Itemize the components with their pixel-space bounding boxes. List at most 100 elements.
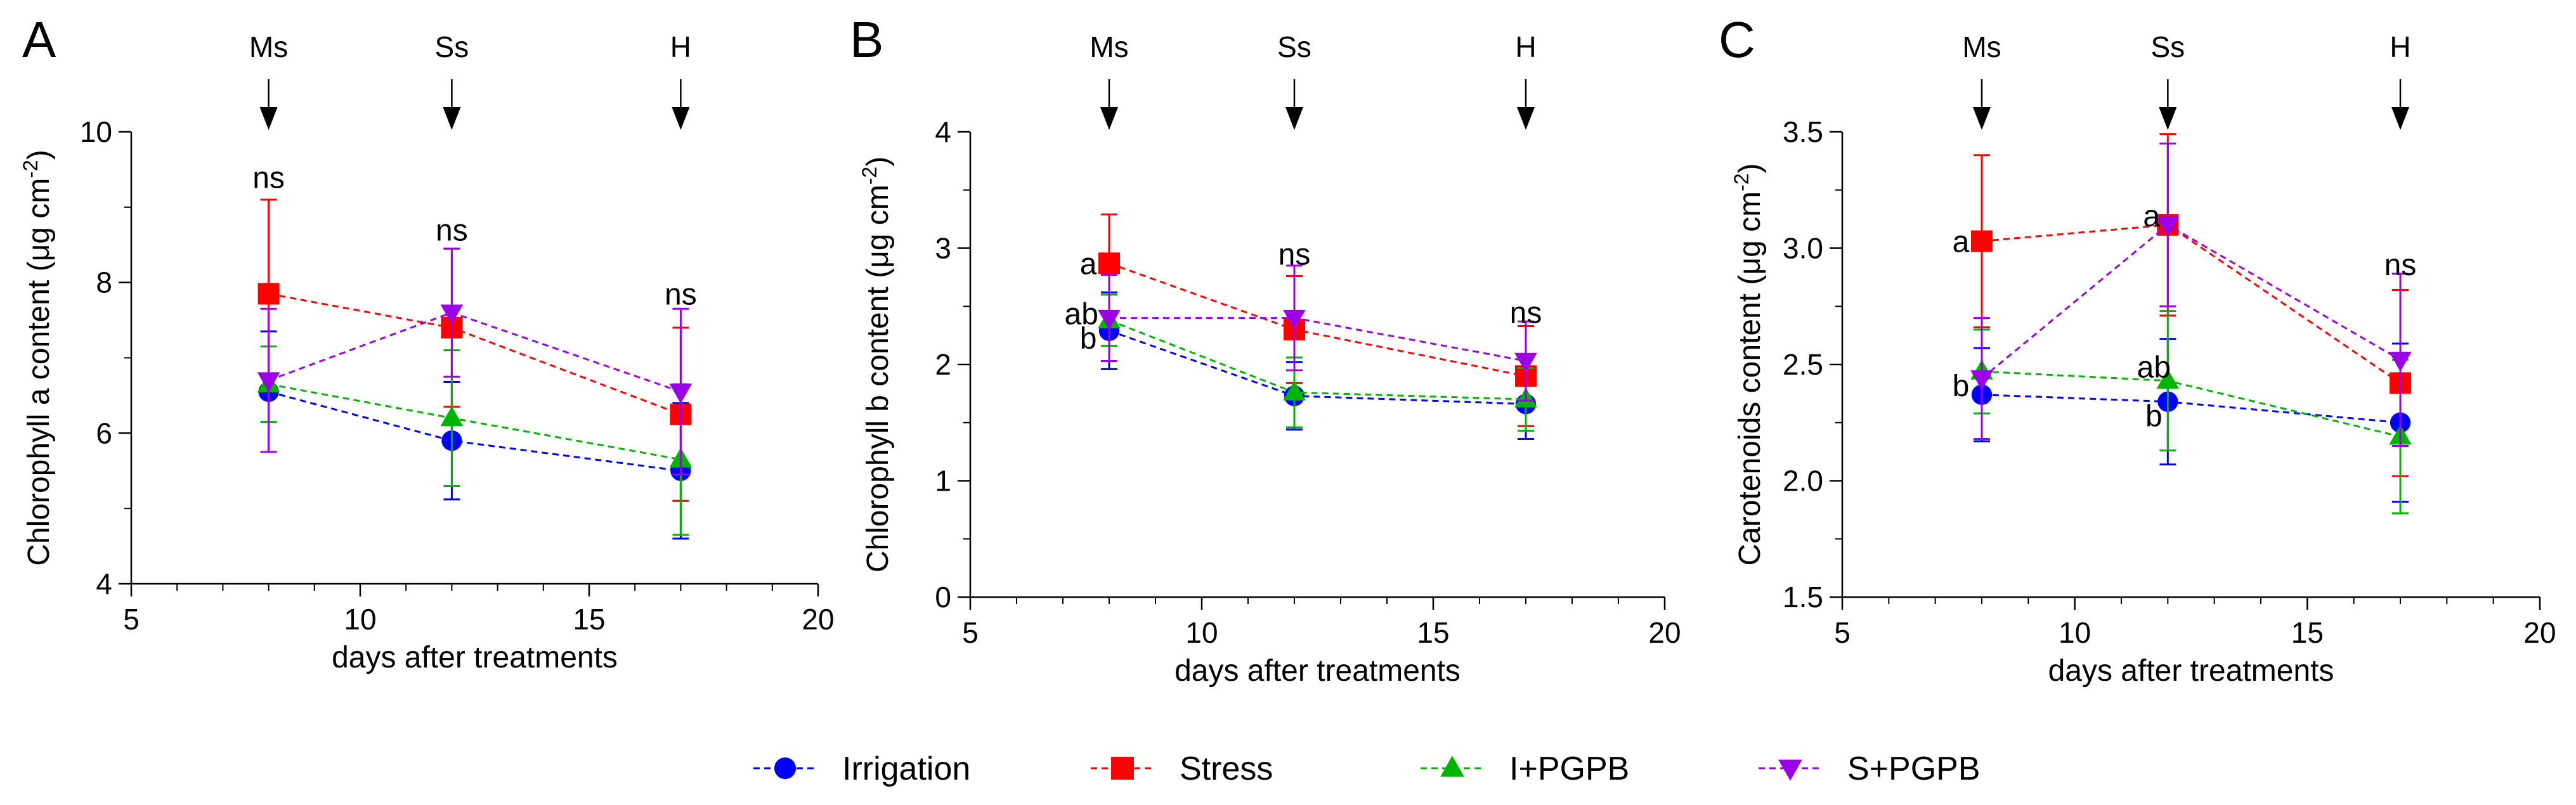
panel-b-annotation-ab: ab (1065, 297, 1098, 331)
panel-b-y-axis-label-close: ) (861, 157, 895, 167)
panel-a-x-tick-label: 5 (123, 603, 140, 636)
data-point-i-pgpb (440, 406, 464, 427)
series-line (1981, 223, 2401, 380)
panel-c-y-tick-label: 3.0 (1783, 232, 1823, 265)
panel-a-series-s-pgpb (257, 247, 693, 476)
legend-item-s-pgpb: S+PGPB (1759, 750, 1981, 787)
panel-a-arrow-label-h: H (670, 30, 691, 63)
series-line (268, 311, 681, 393)
panel-b-arrow-label-ms: Ms (1090, 30, 1128, 63)
panel-a-series-i-pgpb (257, 345, 693, 536)
series-line (1109, 262, 1526, 377)
panel-b-series-stress (1098, 213, 1537, 427)
panel-c-arrow-head-ms (1973, 107, 1991, 130)
data-point-stress (1971, 230, 1993, 252)
legend-label-s-pgpb: S+PGPB (1847, 750, 1981, 787)
panel-a-x-tick-label: 20 (802, 603, 834, 636)
panel-a-arrow-head-ms (259, 107, 278, 130)
panel-b-annotation-b: b (1080, 322, 1097, 356)
panel-b-y-axis-label-sup: -2 (858, 167, 881, 184)
panel-c: C 5 10 15 20 1.5 2.0 2.5 3.0 3.5 days after treat… (1719, 11, 2556, 688)
legend-label-stress: Stress (1180, 750, 1273, 787)
panel-c-arrow-label-h: H (2390, 30, 2410, 63)
panel-c-annotation-b: b (2145, 400, 2163, 434)
panel-b-annotation-a: a (1080, 247, 1097, 281)
panel-a-y-axis-label-main: Chlorophyll a content (μg cm (22, 178, 56, 566)
panel-c-y-tick-label: 3.5 (1783, 115, 1823, 148)
panel-c-x-tick-label: 20 (2523, 616, 2556, 649)
panel-c-arrow-head-h (2391, 107, 2409, 130)
legend-item-stress: Stress (1091, 750, 1273, 787)
panel-a-y-tick-label: 4 (96, 567, 112, 600)
panel-a-x-axis-label: days after treatments (332, 641, 618, 674)
panel-c-annotation-a: a (2143, 200, 2160, 233)
series-line (268, 390, 681, 472)
legend-marker-s-pgpb (1778, 759, 1802, 781)
panel-b-series-i-pgpb (1098, 293, 1537, 432)
panel-c-series-stress (1971, 133, 2411, 477)
panel-c-arrow-label-ms: Ms (1962, 30, 2001, 63)
series-line (1109, 317, 1526, 362)
panel-a-y-tick-label: 10 (80, 115, 112, 148)
data-point-s-pgpb (1970, 370, 1993, 390)
legend-label-i-pgpb: I+PGPB (1509, 750, 1629, 787)
panel-c-y-tick-label: 2.5 (1783, 348, 1823, 381)
panel-a-arrow-label-ss: Ss (435, 30, 469, 63)
series-line (1981, 224, 2401, 384)
data-point-i-pgpb (1283, 380, 1306, 401)
data-point-stress (1098, 252, 1120, 274)
panel-a-annotation-ns: ns (665, 278, 697, 311)
panel-b-arrow-label-ss: Ss (1277, 30, 1311, 63)
panel-c-x-tick-label: 5 (1834, 616, 1851, 649)
panel-a-x-tick-label: 15 (573, 603, 605, 636)
panel-c-y-axis-label-sup: -2 (1730, 173, 1753, 191)
panel-c-series-s-pgpb (1970, 142, 2412, 447)
panel-b-y-tick-label: 0 (935, 581, 951, 614)
legend-marker-i-pgpb (1440, 756, 1464, 777)
panel-a-annotation-ns: ns (436, 214, 468, 247)
series-line (268, 383, 681, 461)
legend-label-irrigation: Irrigation (842, 750, 970, 787)
data-point-s-pgpb (1283, 309, 1306, 330)
legend-marker-stress (1111, 757, 1134, 780)
panel-c-annotation-a: a (1953, 225, 1970, 259)
panel-c-y-axis-label-close: ) (1733, 163, 1767, 173)
panel-b-arrow-head-ms (1100, 107, 1118, 130)
data-point-s-pgpb (2156, 217, 2180, 237)
panel-b-x-tick-label: 10 (1185, 616, 1218, 649)
panel-b-arrow-head-ss (1285, 107, 1303, 130)
panel-b-y-tick-label: 2 (935, 348, 951, 381)
panel-b-annotation-ns: ns (1510, 296, 1542, 330)
panel-c-y-axis-label: Carotenoids content (μg cm-2) (1730, 163, 1767, 565)
legend-marker-irrigation (774, 757, 797, 780)
panel-b-y-tick-label: 1 (935, 465, 951, 498)
panel-a-series-irrigation (258, 330, 691, 540)
panel-c-series-i-pgpb (1970, 310, 2412, 515)
panel-c-y-axis-label-main: Carotenoids content (μg cm (1733, 191, 1767, 566)
panel-a-y-axis-label-close: ) (22, 150, 56, 160)
panel-b-y-axis-label-main: Chlorophyll b content (μg cm (861, 184, 895, 572)
panel-a-y-tick-label: 6 (96, 416, 112, 449)
panel-b: B 5 10 15 20 0 1 2 3 4 days after treatments Chlor… (850, 11, 1681, 688)
data-point-stress (257, 283, 280, 305)
data-point-s-pgpb (257, 372, 280, 392)
panel-a-y-tick-label: 8 (96, 266, 112, 299)
panel-b-x-tick-label: 20 (1648, 616, 1681, 649)
legend-item-i-pgpb: I+PGPB (1421, 750, 1629, 787)
panel-a-series-stress (257, 198, 692, 502)
data-point-s-pgpb (1514, 352, 1537, 373)
series-line (268, 293, 681, 416)
panel-b-y-tick-label: 4 (935, 115, 951, 148)
panel-b-arrow-label-h: H (1515, 30, 1536, 63)
panel-b-arrow-head-h (1517, 107, 1535, 130)
panel-a-y-axis-label: Chlorophyll a content (μg cm-2) (19, 150, 56, 565)
panel-b-x-tick-label: 5 (962, 616, 979, 649)
panel-a-arrow-label-ms: Ms (249, 30, 288, 63)
panel-b-y-tick-label: 3 (935, 232, 951, 265)
panel-b-x-axis-label: days after treatments (1174, 654, 1460, 688)
panel-c-arrow-label-ss: Ss (2150, 30, 2185, 63)
legend: Irrigation Stress I+PGPB S+PGPB (753, 750, 1981, 787)
panel-c-series-irrigation (1971, 338, 2411, 503)
panel-c-y-tick-label: 2.0 (1783, 465, 1823, 498)
panel-c-arrow-head-ss (2159, 107, 2177, 130)
